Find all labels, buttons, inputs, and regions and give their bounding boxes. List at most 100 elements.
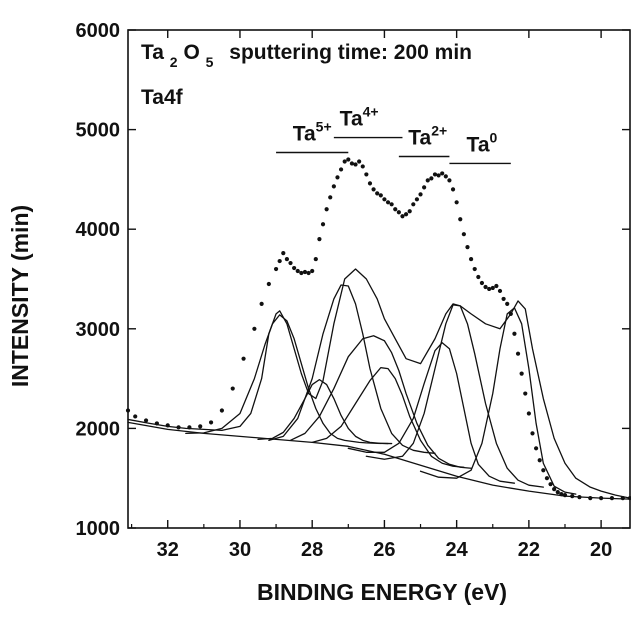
plot-frame <box>127 29 631 529</box>
data-point <box>342 159 347 164</box>
data-point <box>400 214 405 219</box>
label-layer: Ta 2 O 5 sputtering time: 200 min Ta4f B… <box>7 41 507 605</box>
measured-points <box>125 157 631 501</box>
data-point <box>523 391 528 396</box>
fit-component-curve <box>311 366 465 468</box>
data-point <box>375 191 380 196</box>
data-point <box>519 371 524 376</box>
data-point <box>440 171 445 176</box>
data-point <box>320 222 326 227</box>
data-point <box>396 210 401 215</box>
y-tick-label: 1000 <box>76 518 121 540</box>
data-point <box>505 301 510 306</box>
fit-component-curve <box>419 307 577 495</box>
data-point <box>476 274 481 280</box>
title-prefix: Ta <box>141 41 164 64</box>
data-point <box>414 197 420 202</box>
x-tick-label: 26 <box>373 539 395 561</box>
data-point <box>483 284 488 290</box>
data-point <box>537 458 542 463</box>
title-mid: O <box>183 41 199 64</box>
data-point <box>295 268 300 274</box>
envelope-curve <box>127 268 631 499</box>
data-point <box>273 266 279 272</box>
annotation-base: Ta <box>293 123 316 146</box>
data-point <box>281 251 286 256</box>
data-point <box>252 326 257 331</box>
data-point <box>378 193 383 198</box>
data-point <box>219 408 224 413</box>
data-point <box>335 175 340 180</box>
data-point <box>425 178 430 183</box>
data-point <box>306 270 311 276</box>
data-point <box>450 187 456 192</box>
data-point <box>447 178 452 183</box>
data-point <box>418 192 423 197</box>
data-point <box>353 162 358 167</box>
data-point <box>432 172 438 177</box>
data-point <box>389 202 394 207</box>
data-point <box>487 286 492 292</box>
fit-component-curve <box>268 284 436 454</box>
data-point <box>349 161 355 166</box>
x-tick-label: 20 <box>590 539 612 561</box>
data-point <box>385 200 391 205</box>
data-point <box>403 212 409 217</box>
annotation-superscript: 0 <box>490 129 498 145</box>
data-point <box>458 217 463 222</box>
data-point <box>313 256 318 262</box>
title-rest: sputtering time: 200 min <box>229 41 472 64</box>
data-point <box>407 209 412 214</box>
data-point <box>338 167 344 172</box>
data-point <box>465 245 470 250</box>
data-point <box>230 386 235 391</box>
data-point <box>367 181 373 186</box>
data-point <box>133 414 138 419</box>
peak-annotation: Ta2+ <box>408 122 447 149</box>
annotation-base: Ta <box>408 126 431 149</box>
data-point <box>461 232 466 237</box>
data-point <box>472 266 477 272</box>
x-tick-label: 30 <box>229 539 251 561</box>
x-tick-label: 22 <box>518 539 540 561</box>
data-point <box>429 176 434 181</box>
x-tick-label: 28 <box>301 539 323 561</box>
data-point <box>422 185 427 190</box>
annotation-base: Ta <box>340 108 363 131</box>
data-point <box>357 159 362 164</box>
data-point <box>299 270 304 276</box>
y-tick-label: 3000 <box>76 319 121 341</box>
data-point <box>548 482 553 487</box>
data-point <box>360 164 365 169</box>
data-point <box>411 202 416 207</box>
data-point <box>494 283 499 289</box>
data-point <box>555 490 560 495</box>
data-point <box>454 200 459 205</box>
data-point <box>364 172 369 177</box>
data-point <box>302 269 308 275</box>
peak-annotation: Ta4+ <box>340 104 379 131</box>
data-point <box>552 487 557 492</box>
data-point <box>331 184 336 189</box>
peak-annotation: Ta5+ <box>293 119 332 146</box>
fit-component-curve <box>347 342 516 484</box>
chart-title: Ta 2 O 5 sputtering time: 200 min <box>141 41 472 72</box>
x-tick-label: 24 <box>446 539 469 561</box>
data-point <box>284 256 290 262</box>
data-point <box>436 173 441 178</box>
annotation-layer: Ta5+ Ta4+Ta2+Ta0 <box>276 104 511 165</box>
y-tick-label: 4000 <box>76 219 121 241</box>
data-point <box>382 197 387 202</box>
chart-subtitle: Ta4f <box>141 86 184 109</box>
title-sub2: 5 <box>206 54 214 70</box>
data-point <box>515 351 521 356</box>
annotation-superscript: 2+ <box>431 122 447 138</box>
fit-component-curve <box>257 378 393 445</box>
data-point <box>512 331 517 336</box>
y-tick-label: 5000 <box>76 120 121 142</box>
data-point <box>292 265 297 271</box>
data-point <box>468 256 474 262</box>
